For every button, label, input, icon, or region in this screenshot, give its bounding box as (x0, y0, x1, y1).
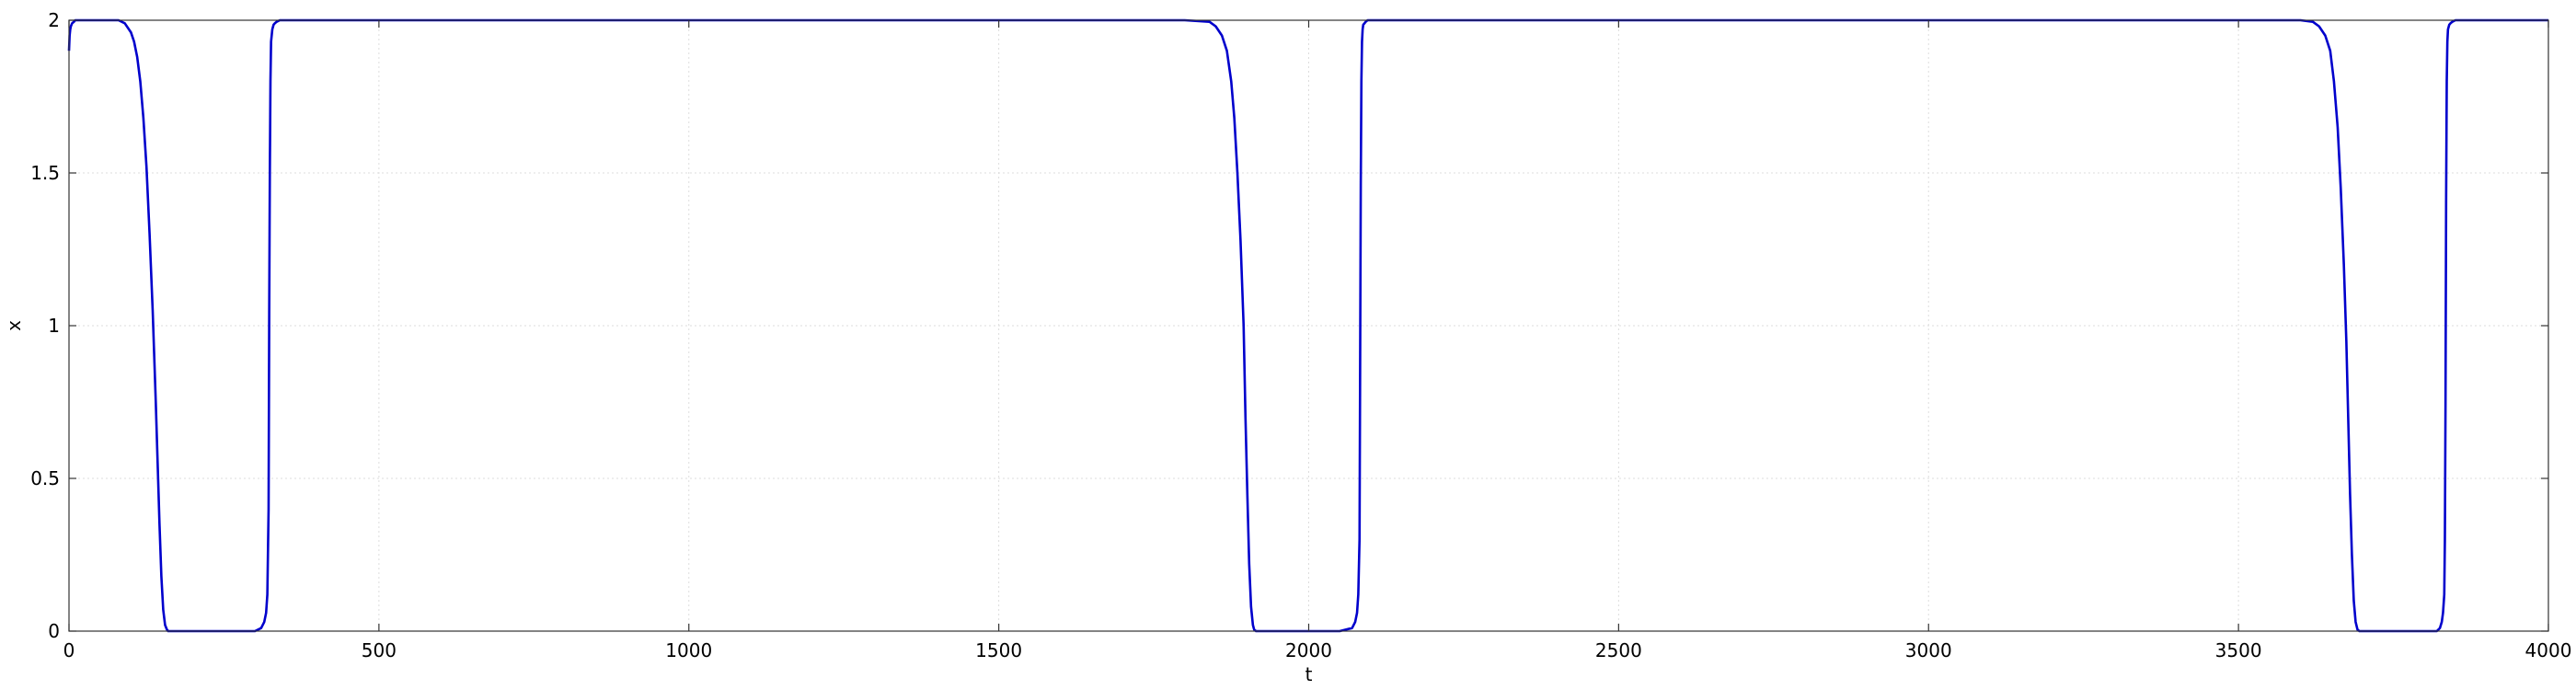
x-tick-label: 3000 (1905, 639, 1952, 661)
x-tick-label: 3500 (2215, 639, 2262, 661)
series-line (67, 18, 2548, 633)
series-layer (67, 18, 2548, 633)
y-tick-label: 1 (48, 315, 60, 337)
y-tick-label: 0.5 (30, 467, 60, 489)
y-tick-label: 0 (48, 620, 60, 642)
x-tick-label: 4000 (2525, 639, 2572, 661)
x-tick-label: 0 (63, 639, 75, 661)
grid-lines (68, 19, 2549, 632)
x-tick-label: 500 (362, 639, 397, 661)
x-tick-label: 1500 (975, 639, 1022, 661)
y-tick-label: 2 (48, 9, 60, 31)
x-axis-label: t (1305, 663, 1313, 685)
x-tick-label: 2500 (1595, 639, 1642, 661)
tick-marks (68, 19, 2549, 632)
y-axis-label: x (3, 320, 25, 331)
x-tick-label: 1000 (665, 639, 712, 661)
x-tick-label: 2000 (1285, 639, 1332, 661)
y-tick-label: 1.5 (30, 162, 60, 184)
